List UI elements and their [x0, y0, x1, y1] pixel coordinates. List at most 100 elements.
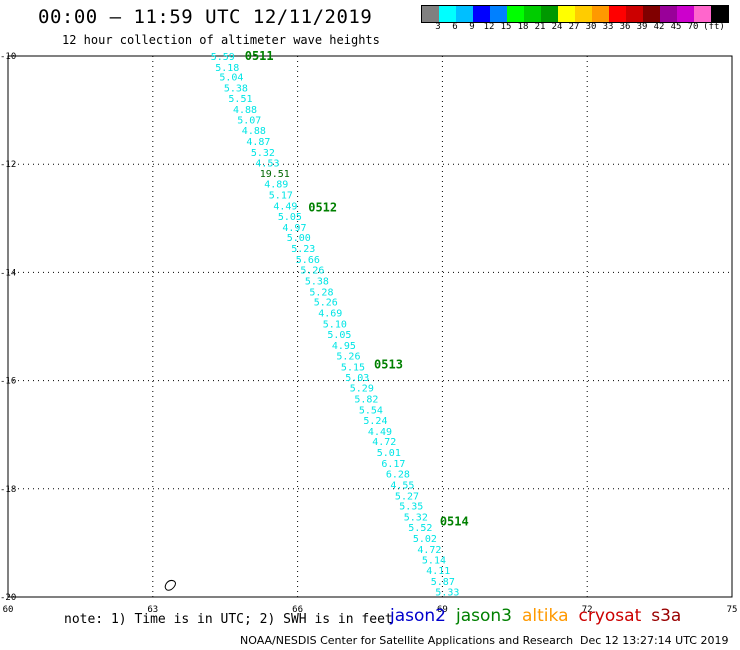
color-scale-tick: 3: [435, 22, 441, 32]
color-scale-tick: 30: [585, 22, 597, 32]
color-scale-tick: 70: [687, 22, 699, 32]
pass-time-label: 0512: [308, 200, 337, 214]
color-swatch: [541, 6, 558, 22]
satellite-name-jason3: jason3: [456, 606, 512, 626]
wave-height-value: 5.54: [359, 405, 383, 416]
wave-height-value: 5.14: [422, 556, 446, 567]
wave-height-value: 5.29: [350, 384, 374, 395]
satellite-name-jason2: jason2: [390, 606, 446, 626]
wave-height-value: 4.55: [390, 480, 414, 491]
color-scale-tick: 21: [534, 22, 546, 32]
wave-height-value: 5.26: [314, 298, 338, 309]
color-swatch: [592, 6, 609, 22]
map-subtitle: 12 hour collection of altimeter wave hei…: [62, 33, 380, 47]
wave-height-value: 4.87: [246, 137, 270, 148]
wave-height-value: 4.11: [426, 566, 450, 577]
satellite-legend: jason2 jason3 altika cryosat s3a: [390, 606, 691, 626]
lon-tick-label: 75: [727, 605, 738, 615]
generation-timestamp: Dec 12 13:27:14 UTC 2019: [580, 634, 729, 647]
wave-height-value: 5.00: [287, 233, 311, 244]
color-scale-ticks: 3 6 9 12 15 18 21 24 27 30 33 36 39 42 45 70 (ft): [421, 22, 740, 34]
color-scale-tick: 12: [483, 22, 495, 32]
wave-height-value: 5.01: [377, 448, 401, 459]
island-outline: [164, 579, 176, 591]
wave-height-value: 4.53: [255, 159, 279, 170]
color-swatch: [609, 6, 626, 22]
satellite-name-altika: altika: [522, 606, 569, 626]
wave-height-value: 5.18: [215, 63, 239, 74]
wave-height-value: 5.33: [435, 588, 459, 599]
color-scale-tick: (ft): [703, 22, 725, 32]
wave-height-value: 5.51: [228, 94, 252, 105]
wave-height-value: 4.72: [417, 545, 441, 556]
color-swatch: [575, 6, 592, 22]
wave-height-value: 4.88: [233, 105, 257, 116]
color-swatch: [524, 6, 541, 22]
lon-tick-label: 66: [292, 605, 303, 615]
color-scale-bar: [421, 5, 729, 23]
wave-height-value: 5.38: [224, 83, 248, 94]
color-scale-tick: 39: [636, 22, 648, 32]
wave-height-value: 19.51: [260, 169, 290, 180]
color-swatch: [660, 6, 677, 22]
lat-tick-label: -12: [0, 160, 16, 170]
lat-tick-label: -10: [0, 52, 16, 62]
color-swatch: [677, 6, 694, 22]
wave-height-value: 5.07: [237, 115, 261, 126]
wave-height-value: 5.27: [395, 491, 419, 502]
wave-height-value: 5.35: [399, 502, 423, 513]
color-swatch: [694, 6, 711, 22]
color-swatch: [711, 6, 728, 22]
wave-height-value: 5.66: [296, 255, 320, 266]
lat-tick-label: -18: [0, 485, 16, 495]
wave-height-value: 5.26: [336, 352, 360, 363]
wave-height-value: 5.32: [251, 148, 275, 159]
wave-height-value: 5.17: [269, 190, 293, 201]
color-scale-tick: 27: [568, 22, 580, 32]
wave-height-value: 4.72: [372, 437, 396, 448]
color-scale-tick: 18: [517, 22, 529, 32]
color-swatch: [473, 6, 490, 22]
color-scale-tick: 33: [602, 22, 614, 32]
map-frame: [7, 55, 733, 598]
color-swatch: [439, 6, 456, 22]
wave-height-value: 5.26: [300, 266, 324, 277]
wave-height-value: 5.82: [354, 394, 378, 405]
lat-tick-label: -16: [0, 377, 16, 387]
wave-height-value: 5.32: [404, 512, 428, 523]
color-swatch: [422, 6, 439, 22]
pass-time-label: 0514: [440, 514, 469, 528]
color-swatch: [643, 6, 660, 22]
wave-height-value: 4.49: [273, 201, 297, 212]
wave-height-value: 5.23: [291, 244, 315, 255]
footer-note: note: 1) Time is in UTC; 2) SWH is in fe…: [64, 612, 393, 627]
wave-height-value: 5.24: [363, 416, 387, 427]
satellite-name-cryosat: cryosat: [578, 606, 642, 626]
lon-tick-label: 63: [147, 605, 158, 615]
wave-height-value: 5.05: [278, 212, 302, 223]
color-swatch: [507, 6, 524, 22]
wave-height-value: 4.88: [242, 126, 266, 137]
color-scale-tick: 9: [469, 22, 475, 32]
wave-height-value: 5.04: [219, 73, 243, 84]
wave-height-value: 4.97: [282, 223, 306, 234]
color-scale-tick: 42: [653, 22, 665, 32]
satellite-name-s3a: s3a: [651, 606, 682, 626]
color-scale-tick: 6: [452, 22, 458, 32]
color-scale-tick: 45: [670, 22, 682, 32]
wave-height-value: 5.38: [305, 277, 329, 288]
map-title: 00:00 – 11:59 UTC 12/11/2019: [38, 6, 373, 28]
pass-time-label: 0511: [245, 49, 274, 63]
wave-height-value: 6.17: [381, 459, 405, 470]
wave-height-value: 6.28: [386, 470, 410, 481]
color-swatch: [456, 6, 473, 22]
wave-height-value: 4.49: [368, 427, 392, 438]
lat-tick-label: -20: [0, 593, 16, 603]
credit-line: NOAA/NESDIS Center for Satellite Applica…: [240, 634, 574, 647]
wave-height-value: 4.89: [264, 180, 288, 191]
lon-tick-label: 72: [582, 605, 593, 615]
color-swatch: [558, 6, 575, 22]
wave-height-value: 5.10: [323, 319, 347, 330]
color-scale-tick: 24: [551, 22, 563, 32]
